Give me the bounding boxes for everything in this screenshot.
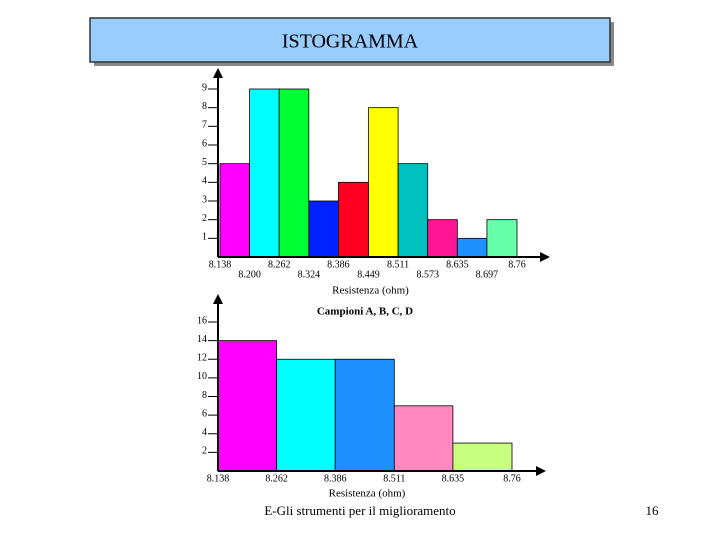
x-tick-label: 8.449: [357, 269, 380, 280]
bar: [249, 88, 280, 258]
x-tick-label: 8.76: [508, 259, 526, 270]
y-tick-label: 12: [197, 353, 207, 364]
bar: [368, 107, 399, 258]
slide-title: ISTOGRAMMA: [282, 31, 419, 53]
chart-title: Campioni A, B, C, D: [317, 306, 413, 318]
bar: [219, 163, 251, 258]
y-tick-label: 6: [202, 138, 207, 149]
x-tick-label: 8.262: [268, 259, 291, 270]
bar: [456, 237, 488, 258]
y-tick-label: 6: [202, 408, 207, 419]
y-tick-label: 2: [202, 213, 207, 224]
y-tick-label: 14: [197, 334, 207, 345]
y-tick-label: 16: [197, 315, 207, 326]
bar: [427, 219, 458, 258]
y-tick-label: 9: [202, 82, 207, 93]
x-tick-label: 8.324: [298, 269, 321, 280]
x-axis-label: Resistenza (ohm): [329, 488, 406, 500]
y-tick-label: 7: [202, 120, 207, 131]
bar: [278, 88, 310, 258]
y-tick-label: 3: [202, 194, 207, 205]
y-tick-label: 4: [202, 427, 207, 438]
footer: E-Gli strumenti per il miglioramento: [264, 503, 455, 518]
bar: [276, 358, 336, 472]
x-tick-label: 8.573: [416, 269, 439, 280]
y-tick-label: 2: [202, 446, 207, 457]
y-tick-label: 10: [197, 371, 207, 382]
x-tick-label: 8.200: [238, 269, 261, 280]
x-tick-label: 8.511: [387, 259, 409, 270]
title-box: [89, 17, 611, 63]
bar: [338, 181, 369, 258]
y-tick-label: 8: [202, 390, 207, 401]
page-number: 16: [646, 503, 660, 518]
bar: [452, 442, 513, 472]
x-tick-label: 8.697: [476, 269, 499, 280]
y-tick-label: 4: [202, 176, 207, 187]
x-tick-label: 8.386: [324, 473, 347, 484]
x-tick-label: 8.635: [442, 473, 465, 484]
bar: [393, 405, 454, 472]
x-tick-label: 8.511: [383, 473, 405, 484]
x-tick-label: 8.138: [209, 259, 232, 270]
x-tick-label: 8.76: [503, 473, 521, 484]
x-tick-label: 8.262: [265, 473, 288, 484]
bar: [397, 163, 429, 258]
x-axis-label: Resistenza (ohm): [332, 285, 409, 297]
bar: [486, 219, 518, 258]
bar: [334, 358, 395, 472]
bar: [217, 340, 278, 472]
x-tick-label: 8.635: [446, 259, 469, 270]
y-tick-label: 1: [202, 232, 207, 243]
y-tick-label: 5: [202, 157, 207, 168]
x-tick-label: 8.386: [327, 259, 350, 270]
x-tick-label: 8.138: [207, 473, 230, 484]
bar: [308, 200, 339, 258]
y-tick-label: 8: [202, 101, 207, 112]
